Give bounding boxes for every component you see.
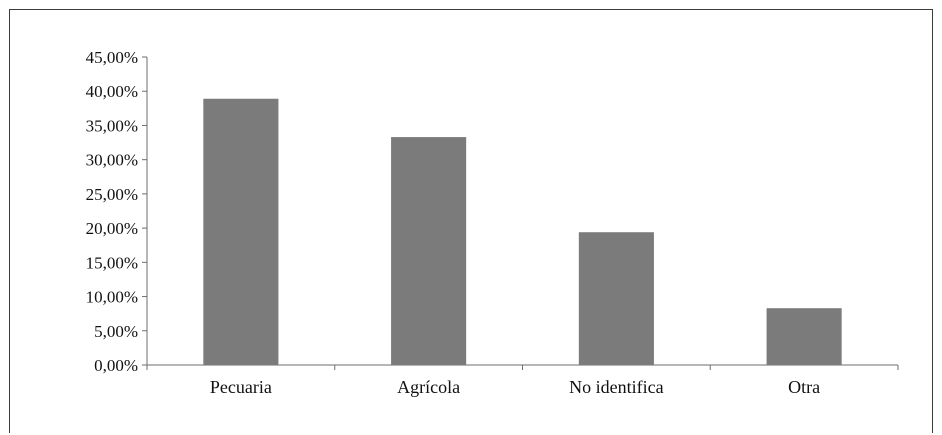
y-tick-label: 10,00%	[86, 288, 138, 307]
y-tick-label: 30,00%	[86, 151, 138, 170]
bar-pecuaria	[203, 98, 279, 366]
x-tick-label: Agrícola	[397, 377, 460, 397]
y-tick-label: 25,00%	[86, 185, 138, 204]
y-tick-label: 5,00%	[94, 322, 138, 341]
bar-otra	[766, 308, 842, 365]
y-tick-label: 15,00%	[86, 253, 138, 272]
bar-agr-cola	[391, 137, 467, 365]
y-tick-label: 40,00%	[86, 82, 138, 101]
bar-no-identifica	[578, 232, 654, 365]
x-tick-label: No identifica	[569, 377, 663, 397]
x-tick-label: Pecuaria	[210, 377, 272, 397]
x-axis: Pecuaria Agrícola No identifica Otra	[146, 364, 899, 397]
y-tick-label: 35,00%	[86, 116, 138, 135]
bars	[203, 98, 842, 366]
y-axis: 0,00% 5,00% 10,00% 15,00% 20,00% 25,00% 30,00%…	[86, 48, 148, 375]
y-tick-label: 20,00%	[86, 219, 138, 238]
y-tick-label: 0,00%	[94, 356, 138, 375]
x-tick-label: Otra	[788, 377, 820, 397]
y-tick-label: 45,00%	[86, 48, 138, 67]
